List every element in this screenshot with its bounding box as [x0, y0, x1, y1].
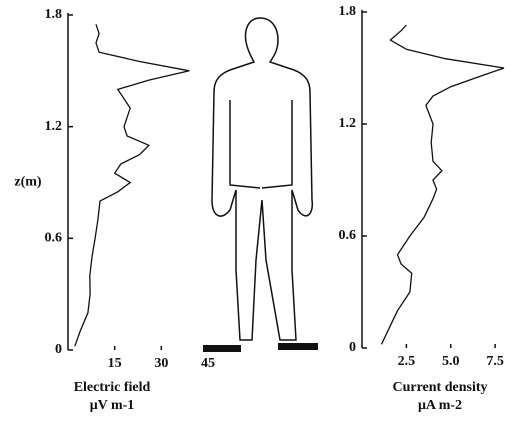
x-tick-label: 30: [154, 356, 168, 371]
y-tick-label: 0: [55, 342, 62, 357]
x-tick-label: 2.5: [398, 354, 416, 369]
y-tick-label: 1.2: [45, 119, 63, 134]
y-tick-label: 1.8: [339, 4, 357, 19]
y-axis-label: z(m): [14, 175, 42, 190]
x-tick-label: 5.0: [442, 354, 460, 369]
data-line: [74, 24, 190, 347]
y-tick-label: 1.2: [339, 116, 357, 131]
floor-plate: [278, 343, 318, 350]
x-tick-label: 15: [108, 356, 122, 371]
x-tick-label: 45: [201, 356, 215, 371]
x-axis-label: Current density: [392, 380, 487, 395]
y-tick-label: 1.8: [45, 7, 63, 22]
y-tick-label: 0.6: [339, 228, 357, 243]
x-axis-label: Electric field: [74, 380, 151, 395]
x-axis-label: μV m-1: [90, 398, 135, 413]
x-axis-label: μA m-2: [418, 398, 462, 413]
floor-plate: [203, 345, 241, 352]
data-line: [380, 24, 505, 345]
y-tick-label: 0: [349, 340, 356, 355]
x-tick-label: 7.5: [486, 354, 504, 369]
human-silhouette: [211, 17, 314, 341]
y-tick-label: 0.6: [45, 231, 63, 246]
